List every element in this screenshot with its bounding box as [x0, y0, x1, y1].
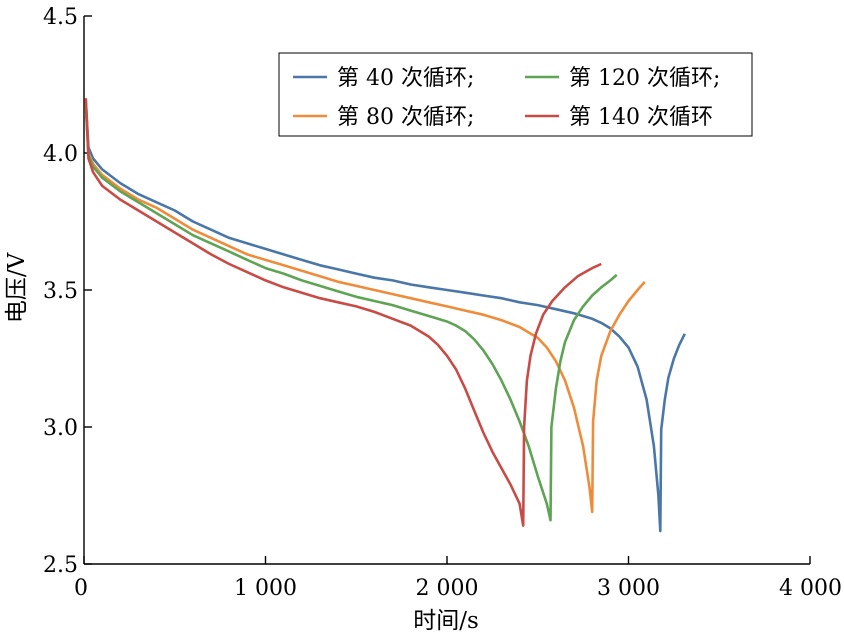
x-tick-label: 0	[74, 576, 88, 601]
series-line-2	[84, 103, 646, 514]
legend-label-4: 第 140 次循环	[569, 105, 713, 130]
x-tick-label: 4 000	[779, 576, 842, 601]
y-tick-label: 2.5	[43, 553, 78, 578]
y-tick-label: 3.5	[43, 279, 78, 304]
legend-label-3: 第 120 次循环;	[569, 66, 720, 91]
series-line-4	[84, 98, 602, 527]
plot-area	[84, 98, 686, 533]
x-tick-label: 1 000	[234, 576, 297, 601]
y-tick-label: 4.5	[43, 5, 78, 30]
series-line-3	[84, 106, 618, 522]
x-tick-label: 3 000	[597, 576, 660, 601]
y-axis-title: 电压/V	[4, 252, 30, 323]
y-tick-label: 4.0	[43, 142, 78, 167]
x-axis-title: 时间/s	[413, 608, 479, 634]
series-line-1	[84, 100, 686, 533]
legend-label-2: 第 80 次循环;	[337, 105, 474, 130]
legend-label-1: 第 40 次循环;	[337, 66, 474, 91]
legend: 第 40 次循环; 第 80 次循环; 第 120 次循环; 第 140 次循环	[278, 52, 753, 137]
axes: 2.5 3.0 3.5 4.0 4.5 0 1 000 2 000 3 000 4 000	[43, 5, 842, 601]
x-tick-label: 2 000	[416, 576, 479, 601]
y-tick-label: 3.0	[43, 416, 78, 441]
legend-box	[278, 52, 753, 137]
